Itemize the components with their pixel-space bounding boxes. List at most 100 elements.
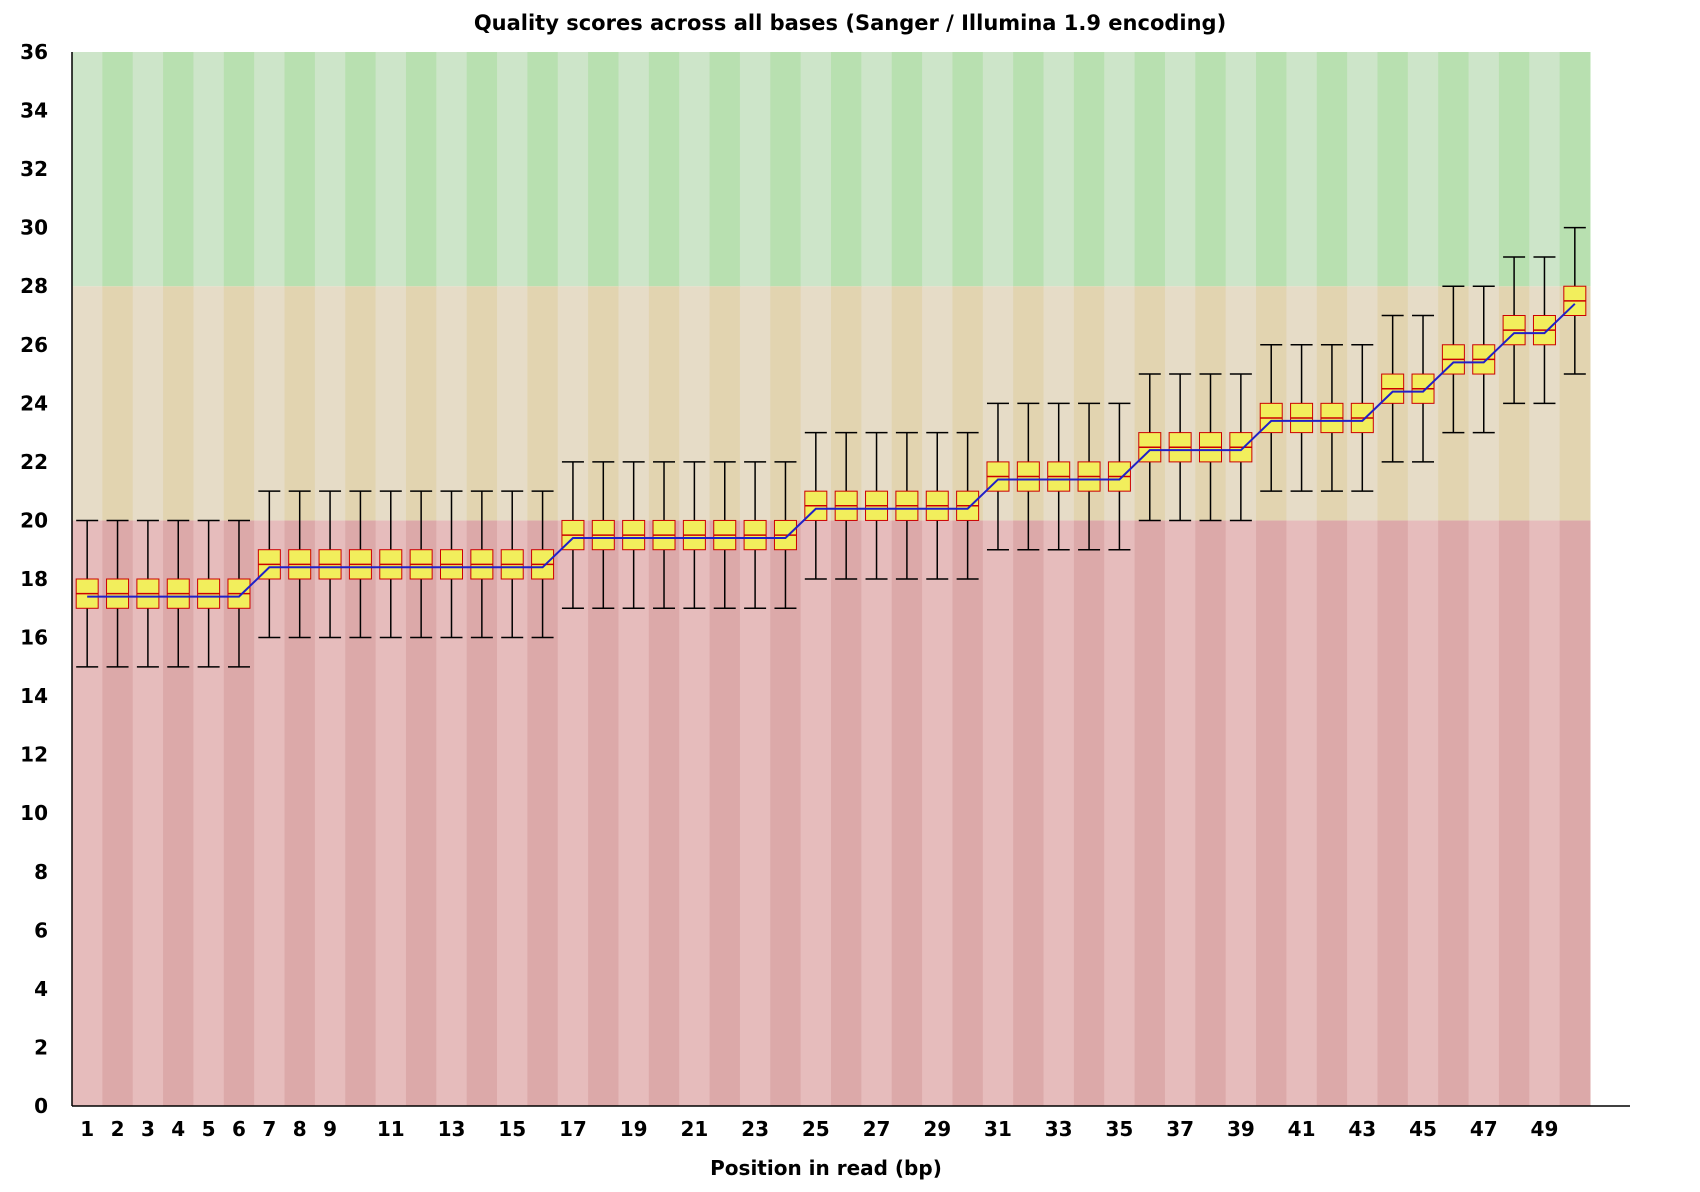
x-tick-label: 27 [863,1117,891,1141]
band-poor-column [1438,520,1470,1106]
band-good-column [952,52,984,287]
band-good-column [193,52,225,287]
band-poor-column [1529,520,1561,1106]
band-good-column [800,52,832,287]
band-good-column [922,52,953,287]
x-tick-label: 2 [111,1117,125,1141]
band-good-column [1013,52,1045,287]
x-tick-label: 49 [1531,1117,1559,1141]
y-tick-label: 18 [20,567,48,591]
band-reasonable-column [527,286,559,521]
band-reasonable-column [132,286,164,521]
band-good-column [1529,52,1561,287]
band-poor-column [679,520,711,1106]
x-tick-label: 11 [377,1117,405,1141]
band-good-column [1104,52,1136,287]
band-good-column [1407,52,1439,287]
x-tick-label: 47 [1470,1117,1498,1141]
band-good-column [102,52,134,287]
band-good-column [1347,52,1378,287]
y-tick-label: 4 [34,977,48,1001]
x-tick-label: 1 [80,1117,94,1141]
band-good-column [1134,52,1166,287]
band-poor-column [1104,520,1136,1106]
band-good-column [223,52,255,287]
band-poor-column [588,520,619,1106]
band-poor-column [982,520,1014,1106]
band-reasonable-column [72,286,103,521]
band-poor-column [1225,520,1257,1106]
y-tick-label: 20 [20,508,48,532]
whiskers [76,226,1586,668]
x-tick-label: 33 [1045,1117,1073,1141]
x-tick-label: 3 [141,1117,155,1141]
band-poor-column [1286,520,1318,1106]
band-good-column [254,52,286,287]
band-good-column [618,52,650,287]
band-poor-column [952,520,984,1106]
y-tick-label: 30 [20,216,48,240]
quality-bands [72,52,1591,1106]
x-tick-label: 7 [262,1117,276,1141]
band-good-column [831,52,862,287]
x-tick-label: 6 [232,1117,246,1141]
band-poor-column [1498,520,1530,1106]
band-poor-column [1468,520,1500,1106]
band-poor-column [1073,520,1105,1106]
band-poor-column [1195,520,1227,1106]
x-tick-label: 23 [741,1117,769,1141]
band-good-column [861,52,893,287]
y-tick-label: 6 [34,918,48,942]
band-poor-column [739,520,771,1106]
y-tick-label: 12 [20,743,48,767]
y-tick-label: 24 [20,391,48,415]
x-tick-label: 37 [1166,1117,1194,1141]
y-tick-label: 10 [20,801,48,825]
x-tick-label: 25 [802,1117,830,1141]
x-tick-label: 31 [984,1117,1012,1141]
band-good-column [1498,52,1530,287]
y-tick-label: 16 [20,626,48,650]
band-good-column [679,52,711,287]
band-good-column [1286,52,1318,287]
band-good-column [345,52,377,287]
y-tick-label: 0 [34,1094,48,1118]
band-good-column [314,52,346,287]
band-poor-column [709,520,741,1106]
band-good-column [1164,52,1196,287]
x-tick-label: 35 [1105,1117,1133,1141]
band-good-column [466,52,498,287]
band-reasonable-column [223,286,255,521]
axes [71,52,1630,1107]
band-good-column [1195,52,1227,287]
band-good-column [770,52,802,287]
band-good-column [1438,52,1470,287]
band-reasonable-column [466,286,498,521]
band-good-column [1468,52,1500,287]
chart-title: Quality scores across all bases (Sanger … [474,11,1226,35]
x-tick-label: 9 [323,1117,337,1141]
x-tick-label: 29 [923,1117,951,1141]
x-tick-label: 5 [202,1117,216,1141]
mean-line [87,303,1576,598]
band-good-column [497,52,528,287]
y-tick-label: 2 [34,1035,48,1059]
band-poor-column [1164,520,1196,1106]
x-tick-label: 45 [1409,1117,1437,1141]
band-poor-column [557,520,589,1106]
band-poor-column [1316,520,1348,1106]
band-reasonable-column [314,286,346,521]
y-tick-label: 26 [20,333,48,357]
mean-line-group [87,303,1576,598]
band-poor-column [1043,520,1075,1106]
band-reasonable-column [163,286,194,521]
band-poor-column [1013,520,1045,1106]
band-poor-column [891,520,923,1106]
band-reasonable-column [254,286,286,521]
band-good-column [1316,52,1348,287]
band-poor-column [648,520,680,1106]
band-poor-column [831,520,862,1106]
band-good-column [709,52,741,287]
